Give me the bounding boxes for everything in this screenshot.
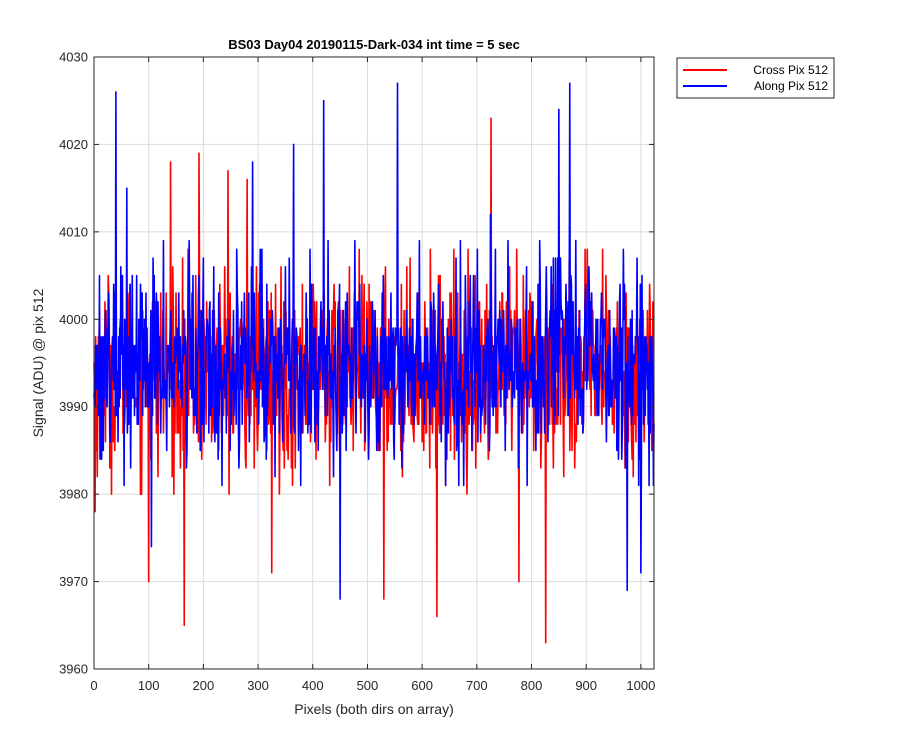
axis-ticks: 0 100 200 300 400 500 600 700 800 900 1000 3960 3970… bbox=[59, 50, 655, 694]
x-tick-label: 600 bbox=[411, 678, 433, 693]
x-tick-label: 900 bbox=[575, 678, 597, 693]
y-axis-label: Signal (ADU) @ pix 512 bbox=[30, 288, 46, 437]
x-axis-label: Pixels (both dirs on array) bbox=[294, 701, 454, 717]
x-tick-label: 800 bbox=[521, 678, 543, 693]
x-tick-label: 700 bbox=[466, 678, 488, 693]
y-tick-label: 3970 bbox=[59, 574, 88, 589]
legend-label: Along Pix 512 bbox=[754, 79, 828, 93]
x-tick-label: 300 bbox=[247, 678, 269, 693]
y-tick-label: 4030 bbox=[59, 50, 88, 65]
series-line-along-pix bbox=[93, 82, 655, 600]
y-tick-label: 3990 bbox=[59, 399, 88, 414]
y-tick-label: 3980 bbox=[59, 487, 88, 502]
y-tick-label: 4010 bbox=[59, 224, 88, 239]
y-tick-label: 4000 bbox=[59, 312, 88, 327]
plot-frame bbox=[93, 56, 655, 670]
legend-box bbox=[676, 57, 835, 99]
x-tick-label: 200 bbox=[193, 678, 215, 693]
x-tick-label: 400 bbox=[302, 678, 324, 693]
series-layer bbox=[93, 82, 655, 644]
x-tick-label: 0 bbox=[90, 678, 97, 693]
legend: Cross Pix 512 Along Pix 512 bbox=[676, 57, 835, 99]
x-tick-label: 1000 bbox=[626, 678, 655, 693]
y-tick-label: 4020 bbox=[59, 137, 88, 152]
chart-title: BS03 Day04 20190115-Dark-034 int time = … bbox=[228, 37, 520, 52]
y-tick-label: 3960 bbox=[59, 662, 88, 677]
legend-label: Cross Pix 512 bbox=[753, 63, 828, 77]
x-tick-label: 100 bbox=[138, 678, 160, 693]
x-tick-label: 500 bbox=[357, 678, 379, 693]
